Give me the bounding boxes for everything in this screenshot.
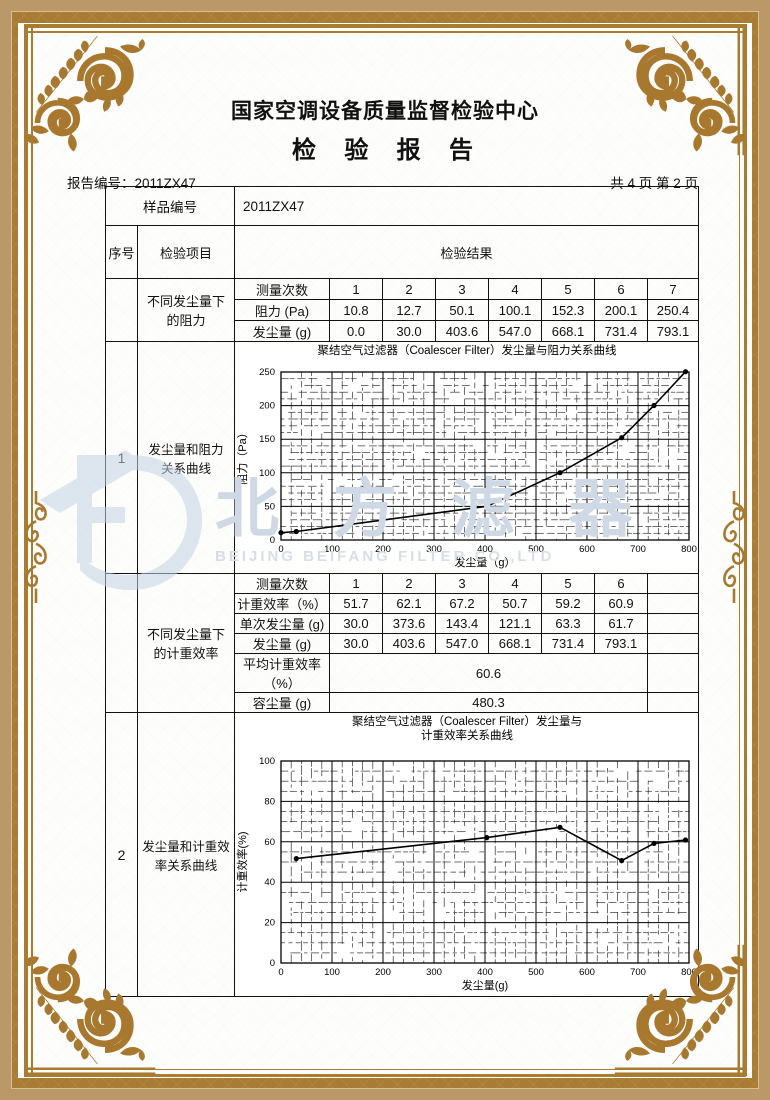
svg-text:聚结空气过滤器（Coalescer Filter）发尘量与阻: 聚结空气过滤器（Coalescer Filter）发尘量与阻力关系曲线 [317, 343, 617, 357]
svg-text:400: 400 [477, 967, 493, 978]
svg-text:60: 60 [264, 837, 275, 848]
svg-text:0: 0 [278, 967, 283, 978]
svg-text:200: 200 [259, 401, 275, 412]
svg-text:80: 80 [264, 796, 275, 807]
svg-text:100: 100 [324, 967, 340, 978]
svg-text:100: 100 [259, 756, 275, 767]
svg-text:200: 200 [375, 967, 391, 978]
svg-text:40: 40 [264, 877, 275, 888]
svg-text:聚结空气过滤器（Coalescer Filter）发尘量与: 聚结空气过滤器（Coalescer Filter）发尘量与 [352, 714, 582, 728]
svg-text:600: 600 [579, 967, 595, 978]
svg-text:500: 500 [528, 967, 544, 978]
svg-text:250: 250 [259, 367, 275, 378]
svg-text:发尘量(g): 发尘量(g) [462, 978, 508, 992]
svg-text:计重效率(%): 计重效率(%) [235, 831, 249, 892]
svg-text:20: 20 [264, 918, 275, 929]
svg-text:0: 0 [270, 958, 275, 969]
svg-text:300: 300 [426, 967, 442, 978]
svg-text:计重效率关系曲线: 计重效率关系曲线 [421, 728, 513, 742]
